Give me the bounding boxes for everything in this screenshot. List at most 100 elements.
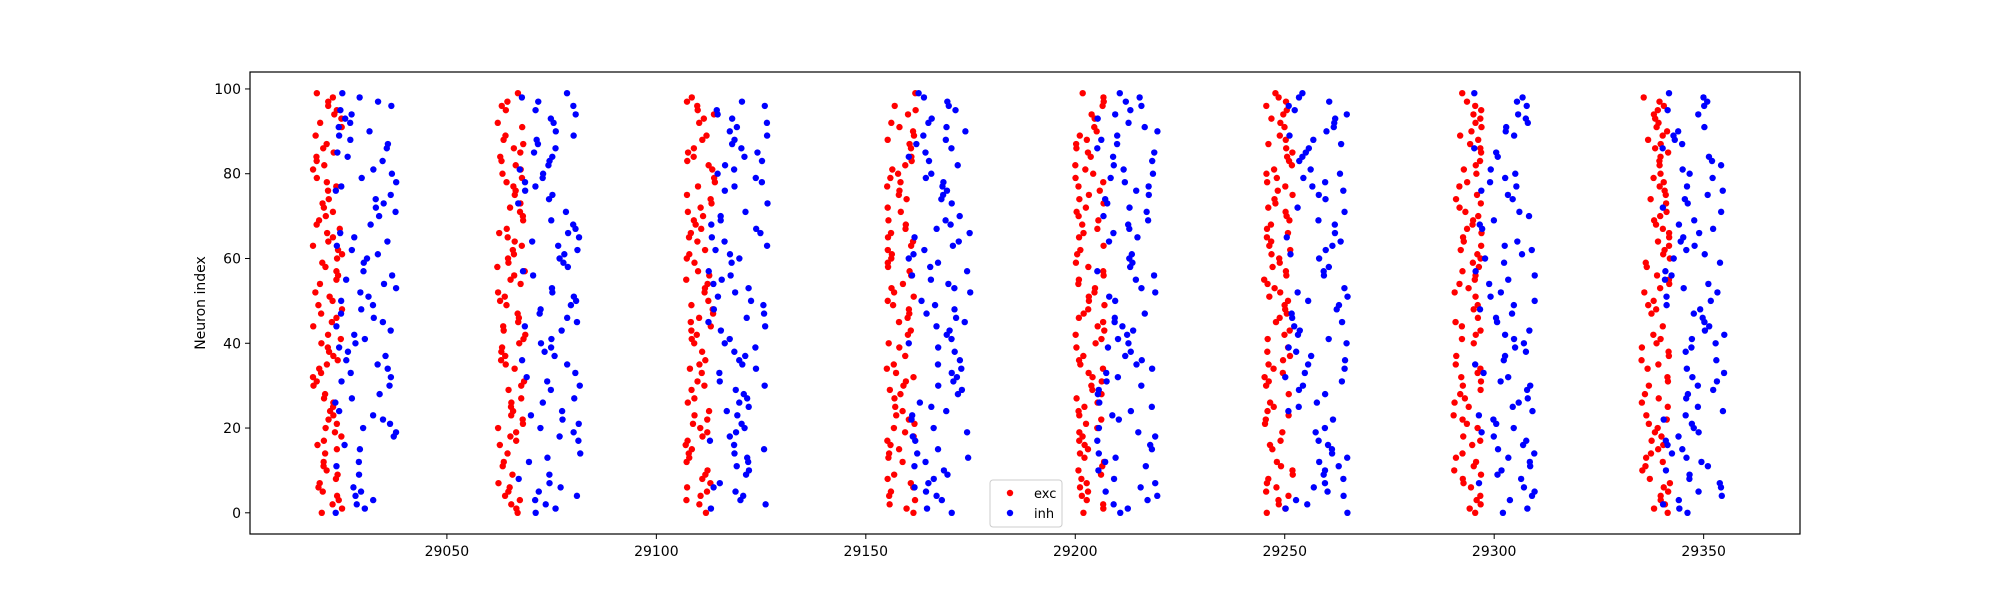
spike-point-exc (1452, 195, 1460, 203)
spike-point-inh (1326, 98, 1333, 105)
spike-point-inh (908, 272, 916, 279)
spike-point-exc (1079, 221, 1086, 228)
x-tick-label: 29250 (1262, 544, 1307, 560)
spike-point-exc (1072, 174, 1079, 182)
spike-point-inh (908, 412, 916, 419)
spike-point-exc (1260, 276, 1268, 283)
spike-point-inh (716, 479, 723, 487)
spike-point-exc (320, 437, 328, 444)
spike-point-inh (569, 221, 577, 228)
spike-point-inh (955, 238, 962, 245)
spike-point-inh (1152, 289, 1159, 296)
spike-point-exc (1646, 475, 1654, 483)
spike-point-inh (374, 98, 382, 105)
spike-point-inh (1119, 323, 1126, 330)
spike-point-inh (1510, 335, 1518, 343)
spike-point-inh (1717, 162, 1725, 169)
spike-point-inh (1678, 140, 1686, 148)
spike-point-inh (369, 412, 377, 419)
spike-point-inh (933, 492, 940, 500)
spike-point-inh (916, 399, 924, 406)
spike-point-inh (935, 382, 942, 389)
spike-point-exc (1656, 183, 1663, 190)
spike-point-exc (696, 501, 703, 508)
spike-point-inh (1116, 89, 1123, 97)
spike-point-exc (318, 340, 325, 347)
spike-point-inh (761, 382, 768, 389)
spike-point-exc (1473, 496, 1480, 504)
spike-point-inh (1321, 179, 1329, 186)
spike-point-exc (1099, 318, 1107, 326)
spike-point-inh (1098, 136, 1105, 144)
spike-point-exc (1076, 132, 1084, 139)
spike-point-exc (321, 390, 329, 398)
spike-point-inh (1501, 242, 1508, 249)
spike-point-inh (346, 119, 354, 127)
spike-point-inh (1660, 416, 1667, 423)
spike-point-exc (699, 433, 706, 440)
spike-point-inh (1109, 153, 1117, 160)
spike-point-inh (361, 505, 369, 512)
spike-point-inh (548, 217, 555, 224)
spike-point-inh (1285, 102, 1292, 110)
spike-point-exc (690, 217, 698, 224)
spike-point-exc (504, 255, 512, 262)
spike-point-inh (370, 314, 377, 322)
spike-point-inh (356, 446, 364, 453)
spike-point-inh (350, 484, 357, 491)
spike-point-inh (1501, 352, 1509, 360)
spike-point-inh (953, 373, 961, 381)
spike-point-inh (577, 450, 584, 457)
spike-point-inh (1152, 479, 1159, 487)
spike-point-exc (1650, 111, 1658, 118)
spike-point-exc (890, 471, 898, 478)
spike-point-inh (951, 348, 958, 355)
spike-point-inh (738, 98, 746, 105)
spike-point-exc (697, 424, 704, 432)
spike-point-exc (1652, 306, 1660, 313)
spike-point-exc (684, 437, 691, 444)
spike-point-exc (905, 306, 913, 313)
spike-point-inh (332, 509, 339, 517)
spike-point-inh (1531, 272, 1538, 279)
spike-point-inh (521, 179, 529, 186)
spike-point-exc (684, 208, 692, 216)
spike-point-inh (1117, 509, 1124, 517)
spike-point-exc (883, 183, 891, 190)
spike-point-exc (1472, 331, 1479, 338)
spike-point-inh (572, 111, 579, 118)
spike-point-inh (728, 259, 735, 266)
spike-point-exc (1645, 301, 1652, 309)
spike-point-inh (938, 496, 946, 504)
spike-point-inh (733, 462, 740, 470)
spike-point-inh (1662, 467, 1670, 474)
spike-point-inh (1295, 386, 1303, 394)
spike-point-inh (1292, 348, 1300, 355)
spike-point-inh (351, 234, 358, 241)
spike-point-inh (533, 136, 540, 144)
spike-point-exc (1271, 284, 1278, 292)
spike-point-exc (1450, 412, 1457, 419)
spike-point-exc (1645, 382, 1653, 389)
spike-point-exc (1456, 132, 1464, 139)
spike-point-inh (1286, 132, 1293, 139)
spike-point-exc (1289, 191, 1296, 199)
spike-point-exc (698, 225, 705, 233)
spike-point-inh (370, 166, 377, 173)
spike-point-exc (1471, 509, 1479, 517)
spike-point-exc (1647, 450, 1655, 457)
spike-point-inh (1101, 458, 1109, 466)
spike-point-inh (1683, 183, 1691, 190)
spike-point-exc (313, 378, 320, 385)
spike-point-exc (518, 242, 526, 249)
spike-point-inh (745, 284, 752, 292)
spike-point-exc (891, 102, 898, 110)
spike-point-exc (1098, 416, 1105, 423)
spike-point-exc (697, 492, 704, 500)
y-tick-label: 60 (223, 251, 241, 267)
spike-point-inh (564, 263, 572, 271)
spike-point-inh (357, 289, 364, 296)
spike-point-inh (1689, 373, 1696, 381)
spike-point-exc (701, 382, 708, 389)
spike-point-exc (1094, 225, 1101, 233)
